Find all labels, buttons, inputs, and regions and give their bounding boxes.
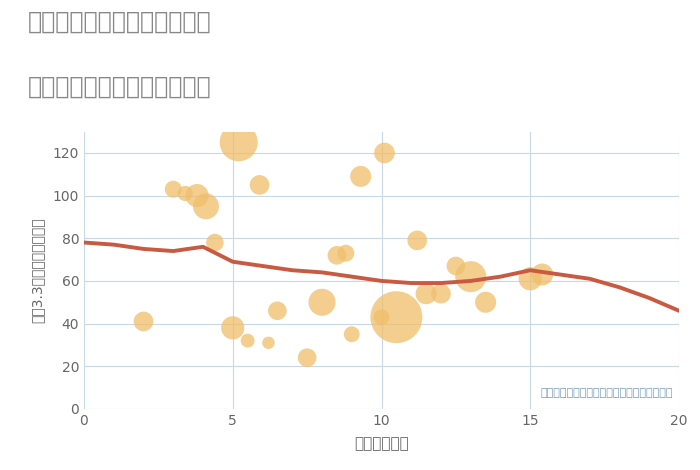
Text: 三重県四日市市富田浜元町の: 三重県四日市市富田浜元町の [28, 9, 211, 33]
Point [340, 250, 351, 257]
Point [355, 172, 366, 180]
Point [465, 273, 476, 281]
Point [480, 298, 491, 306]
Point [302, 354, 313, 361]
Point [263, 339, 274, 346]
Text: 円の大きさは、取引のあった物件面積を示す: 円の大きさは、取引のあった物件面積を示す [540, 388, 673, 398]
Point [200, 203, 211, 210]
Point [254, 181, 265, 188]
Point [242, 337, 253, 345]
Point [379, 149, 390, 157]
Point [233, 139, 244, 146]
Point [376, 313, 387, 321]
Point [391, 313, 402, 321]
Point [525, 275, 536, 282]
Point [331, 251, 342, 259]
Point [450, 262, 461, 270]
Point [421, 290, 432, 298]
Point [227, 324, 238, 332]
Point [537, 271, 548, 278]
Point [316, 298, 328, 306]
Point [346, 330, 357, 338]
Point [168, 186, 179, 193]
Point [138, 318, 149, 325]
Y-axis label: 坪（3.3㎡）単価（万円）: 坪（3.3㎡）単価（万円） [30, 218, 44, 323]
Point [412, 236, 423, 244]
Text: 駅距離別中古マンション価格: 駅距離別中古マンション価格 [28, 75, 211, 99]
X-axis label: 駅距離（分）: 駅距離（分） [354, 436, 409, 451]
Point [272, 307, 283, 314]
Point [435, 290, 447, 298]
Point [192, 192, 203, 199]
Point [179, 190, 190, 197]
Point [209, 239, 220, 246]
